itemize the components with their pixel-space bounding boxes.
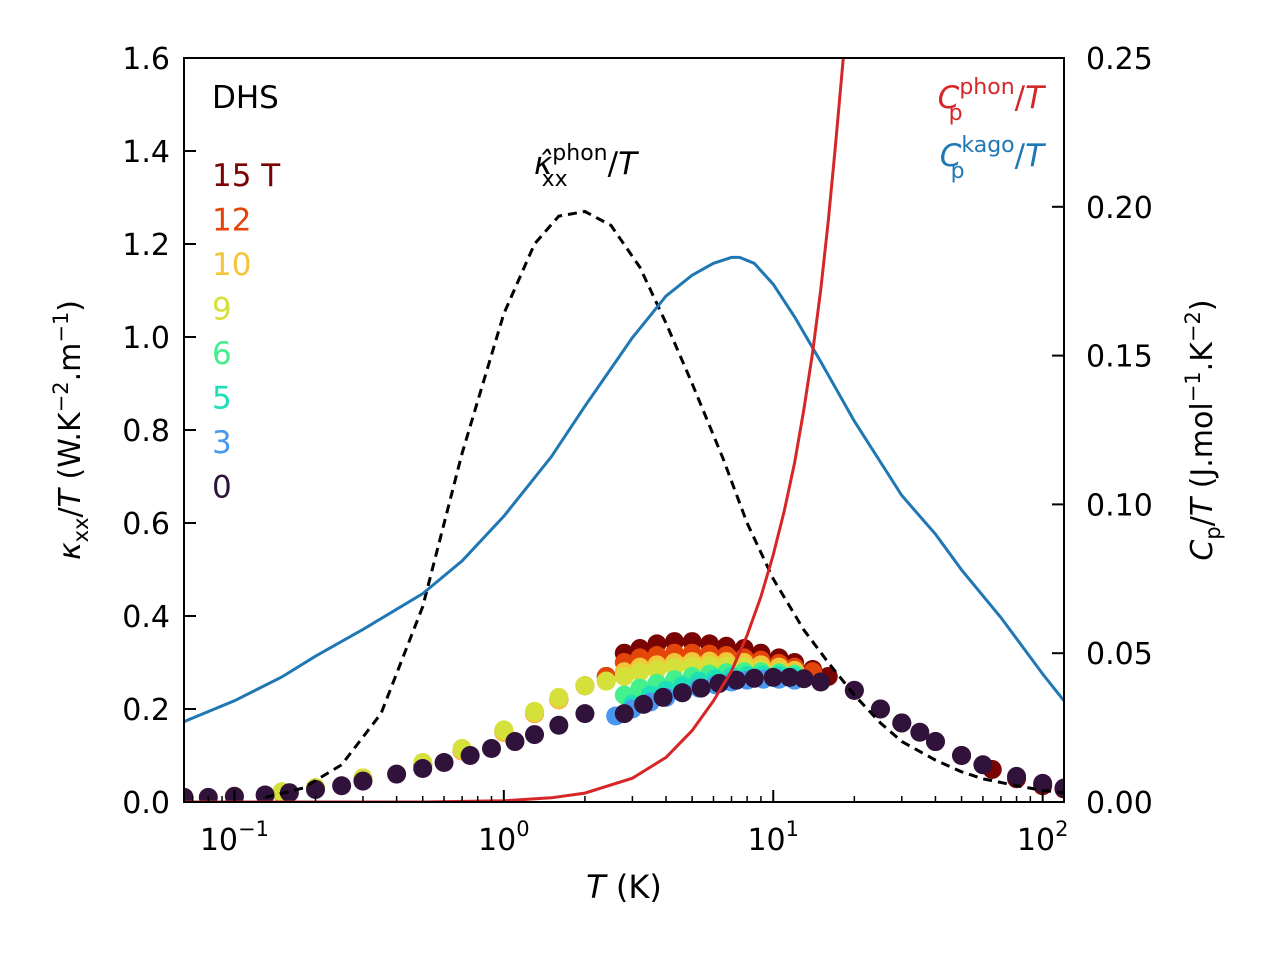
data-point [575, 676, 595, 696]
right-y-axis-ticks: 0.00 0.05 0.10 0.15 0.20 0.25 [1052, 42, 1153, 821]
x-tick-label: 100 [478, 817, 530, 858]
curve-layer [184, 58, 1064, 802]
data-point [434, 752, 454, 772]
data-point [279, 783, 299, 802]
data-point [744, 668, 764, 688]
curve-cp-kago [184, 255, 1064, 723]
data-point [614, 704, 634, 724]
data-point [910, 722, 930, 742]
data-point [413, 759, 433, 779]
data-point [691, 678, 711, 698]
data-point [630, 662, 650, 682]
left-y-tick-label: 1.6 [122, 42, 170, 77]
data-point [634, 694, 654, 714]
data-point [1033, 773, 1053, 793]
data-point [811, 672, 831, 692]
right-y-tick-label: 0.25 [1086, 42, 1153, 77]
sample-label: DHS [212, 80, 279, 116]
data-point [505, 732, 525, 752]
legend-entry: 3 [212, 425, 232, 461]
data-point [596, 671, 616, 691]
data-point [892, 713, 912, 733]
scatter-layer [184, 632, 1064, 802]
x-axis-label: T (K) [586, 868, 662, 906]
data-point [549, 715, 569, 735]
left-y-tick-label: 1.4 [122, 135, 170, 170]
data-point [973, 755, 993, 775]
data-point [575, 704, 595, 724]
left-y-tick-label: 0.0 [122, 786, 170, 821]
left-y-axis-label: κxx/T (W.K−2.m−1) [49, 300, 93, 560]
field-legend: 15 T 12 10 9 6 5 3 0 [212, 158, 281, 506]
curve-kappa-phon-model [264, 209, 1064, 799]
right-y-tick-label: 0.05 [1086, 637, 1153, 672]
data-point [460, 746, 480, 765]
data-point [184, 787, 194, 802]
data-point [647, 659, 667, 679]
cp-phon-label: Cphon p/T [938, 75, 1046, 126]
right-y-tick-label: 0.00 [1086, 786, 1153, 821]
x-tick-label: 101 [747, 817, 799, 858]
cp-kago-label: Ckago p/T [940, 133, 1046, 184]
data-point [672, 683, 692, 703]
legend-entry: 9 [212, 292, 232, 328]
legend-entry: 15 T [212, 158, 281, 194]
data-point [726, 670, 746, 690]
data-point [870, 699, 890, 719]
data-point [844, 680, 864, 700]
legend-entry: 12 [212, 203, 251, 239]
data-point [709, 673, 729, 693]
data-point [198, 787, 218, 802]
plot-area [184, 58, 1064, 802]
data-point [387, 764, 407, 784]
data-point [549, 687, 569, 707]
right-y-tick-label: 0.15 [1086, 340, 1153, 375]
left-y-tick-label: 0.2 [122, 693, 170, 728]
right-y-axis-label: Cp/T (J.mol−1.K−2) [1181, 299, 1225, 560]
kappa-phon-label: κ̂phon xx/T [534, 141, 639, 192]
legend-entry: 10 [212, 247, 251, 283]
right-y-tick-label: 0.10 [1086, 488, 1153, 523]
left-y-tick-label: 0.6 [122, 507, 170, 542]
data-point [952, 746, 972, 765]
right-y-tick-label: 0.20 [1086, 191, 1153, 226]
x-axis-ticks: 10−1 100 101 102 [191, 790, 1069, 858]
data-point [332, 776, 352, 796]
left-y-tick-label: 1.0 [122, 321, 170, 356]
data-point [763, 667, 783, 687]
x-tick-label: 10−1 [200, 817, 269, 858]
data-point [794, 669, 814, 689]
data-point [780, 667, 800, 687]
data-point [653, 687, 673, 707]
data-point [525, 701, 545, 721]
legend-entry: 6 [212, 336, 232, 372]
left-y-axis-ticks: 0.0 0.2 0.4 0.6 0.8 1.0 1.2 1.4 1.6 [122, 42, 196, 821]
data-point [525, 725, 545, 745]
data-point [353, 771, 373, 791]
data-point [614, 666, 634, 686]
left-y-tick-label: 0.4 [122, 600, 170, 635]
left-y-tick-label: 0.8 [122, 414, 170, 449]
left-y-tick-label: 1.2 [122, 228, 170, 263]
legend-entry: 0 [212, 470, 232, 506]
data-point [925, 732, 945, 752]
data-point [481, 739, 501, 759]
legend-entry: 5 [212, 381, 232, 417]
curve-cp-phon [184, 58, 845, 802]
series-0 [184, 667, 1064, 802]
data-point [1007, 766, 1027, 786]
x-tick-label: 102 [1017, 817, 1069, 858]
data-point [255, 785, 275, 802]
